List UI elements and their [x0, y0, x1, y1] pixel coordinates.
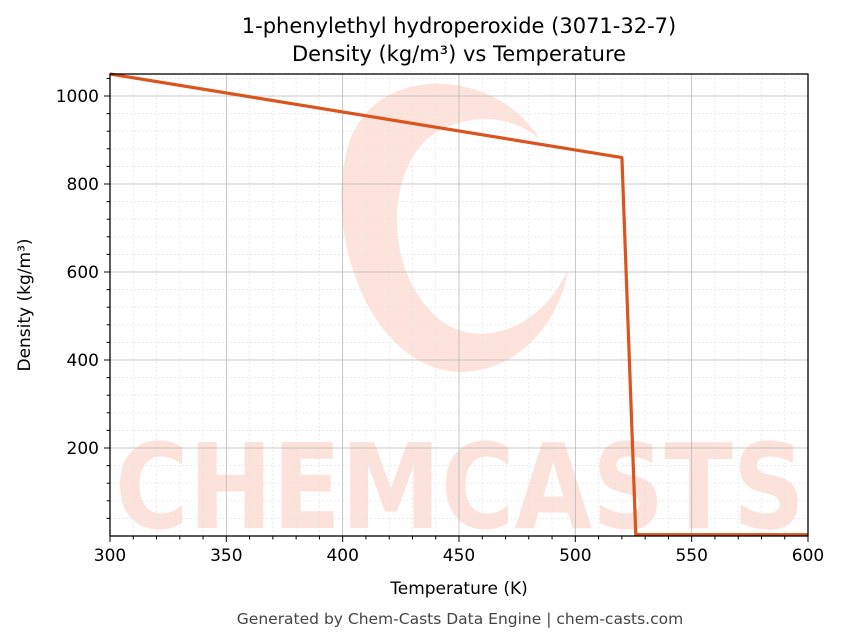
- x-tick-label: 400: [326, 546, 358, 566]
- x-tick-label: 550: [675, 546, 707, 566]
- y-tick-label: 400: [67, 351, 99, 371]
- x-axis-ticks: 300 350 400 450 500 550 600: [94, 536, 824, 566]
- x-tick-label: 350: [210, 546, 242, 566]
- watermark-text: CHEMCASTS: [115, 418, 805, 556]
- density-line: [109, 72, 808, 537]
- x-tick-label: 600: [792, 546, 824, 566]
- footer-credit: Generated by Chem-Casts Data Engine | ch…: [237, 610, 683, 628]
- y-tick-label: 600: [67, 263, 99, 283]
- x-axis-label: Temperature (K): [389, 579, 528, 599]
- chemcasts-watermark: CHEMCASTS: [115, 83, 805, 556]
- chart-subtitle: Density (kg/m³) vs Temperature: [292, 42, 626, 66]
- x-tick-label: 500: [559, 546, 591, 566]
- series-layer: [109, 72, 808, 537]
- watermark-logo-swirl: [341, 83, 568, 373]
- y-tick-label: 800: [67, 175, 99, 195]
- y-axis-ticks: 200 400 600 800 1000: [56, 77, 110, 519]
- y-tick-label: 1000: [56, 87, 99, 107]
- y-tick-label: 200: [67, 439, 99, 459]
- x-tick-label: 300: [94, 546, 126, 566]
- y-axis-label: Density (kg/m³): [15, 238, 35, 371]
- x-tick-label: 450: [443, 546, 475, 566]
- chart-title: 1-phenylethyl hydroperoxide (3071-32-7): [242, 14, 676, 38]
